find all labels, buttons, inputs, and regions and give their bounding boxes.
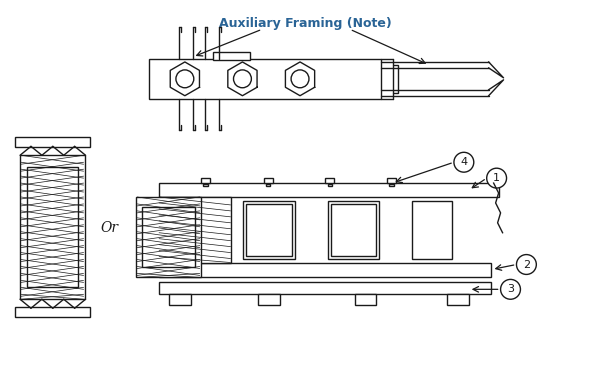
Bar (387, 177, 396, 183)
Circle shape (454, 152, 474, 172)
Bar (15, 137, 89, 147)
Bar (142, 207, 195, 268)
Circle shape (516, 255, 536, 275)
Bar (136, 197, 201, 277)
Bar (447, 294, 469, 305)
Bar (328, 201, 379, 259)
Text: 4: 4 (460, 157, 468, 167)
Bar (149, 59, 381, 99)
Bar (159, 197, 230, 262)
Bar (325, 177, 334, 183)
Bar (258, 294, 280, 305)
Bar (354, 294, 376, 305)
Text: 2: 2 (523, 259, 530, 269)
Bar (246, 204, 292, 255)
Bar (213, 52, 250, 60)
Bar (264, 177, 273, 183)
Bar (412, 201, 452, 259)
Bar (159, 282, 491, 294)
Bar (393, 65, 398, 93)
Bar (20, 155, 85, 299)
Text: 3: 3 (507, 284, 514, 294)
Bar (159, 183, 499, 197)
Bar (169, 294, 191, 305)
Circle shape (486, 168, 506, 188)
Bar (15, 307, 89, 317)
Text: 1: 1 (493, 173, 500, 183)
Bar (331, 204, 376, 255)
Bar (204, 184, 208, 186)
Bar (159, 262, 491, 277)
Bar (243, 201, 295, 259)
Bar (266, 184, 271, 186)
Bar (328, 184, 332, 186)
Circle shape (500, 279, 520, 299)
Bar (201, 177, 210, 183)
Text: Auxiliary Framing (Note): Auxiliary Framing (Note) (219, 17, 392, 30)
Text: Or: Or (100, 221, 119, 235)
Bar (27, 167, 78, 287)
Bar (389, 184, 393, 186)
